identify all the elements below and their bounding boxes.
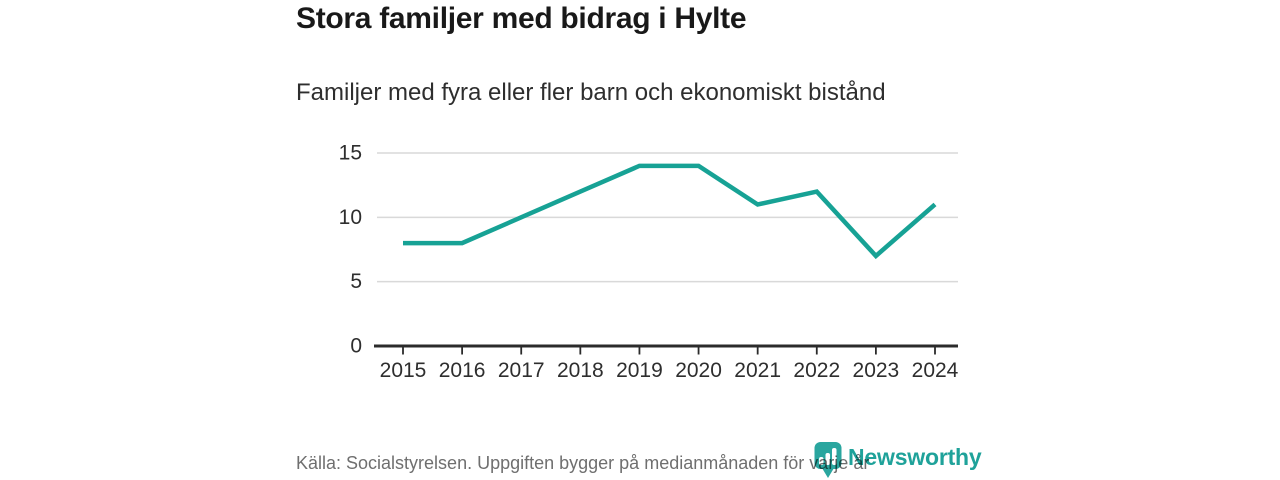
y-axis-label: 10 (339, 206, 362, 229)
x-axis-label: 2023 (853, 359, 900, 382)
data-line (403, 163, 937, 260)
x-axis-label: 2016 (439, 359, 486, 382)
newsworthy-logo: Newsworthy (814, 441, 982, 479)
y-axis-label: 15 (339, 142, 362, 165)
bar-chart-badge-icon (814, 442, 842, 478)
x-axis-label: 2019 (616, 359, 663, 382)
x-axis-label: 2021 (734, 359, 781, 382)
chart-title: Stora familjer med bidrag i Hylte (296, 2, 747, 35)
x-axis-label: 2017 (498, 359, 545, 382)
y-axis-label: 0 (350, 335, 362, 358)
x-axis-label: 2018 (557, 359, 604, 382)
chart-subtitle: Familjer med fyra eller fler barn och ek… (296, 79, 886, 106)
x-axis-label: 2020 (675, 359, 722, 382)
x-axis-label: 2022 (793, 359, 840, 382)
source-caption: Källa: Socialstyrelsen. Uppgiften bygger… (296, 453, 870, 473)
y-axis-label: 5 (350, 270, 362, 293)
x-axis-label: 2024 (912, 359, 959, 382)
x-axis-label: 2015 (380, 359, 427, 382)
newsworthy-wordmark: Newsworthy (848, 444, 982, 470)
